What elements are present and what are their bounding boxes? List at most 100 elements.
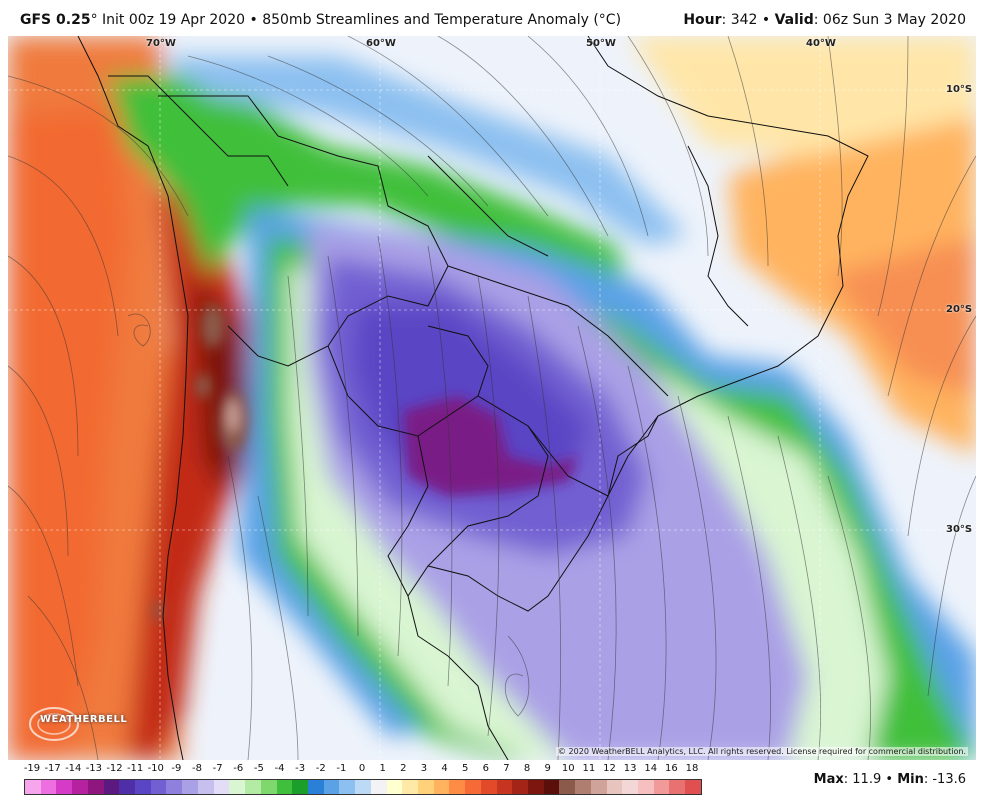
colorbar-tick-label: 6 xyxy=(482,763,489,774)
colorbar-tick-label: 14 xyxy=(644,763,658,774)
streamlines xyxy=(8,36,976,760)
colorbar-tick-label: 10 xyxy=(561,763,575,774)
colorbar-swatch xyxy=(103,780,120,794)
colorbar-tick-label: 18 xyxy=(685,763,699,774)
colorbar-swatch xyxy=(433,780,450,794)
product-name: 850mb Streamlines and Temperature Anomal… xyxy=(262,12,622,28)
anomaly-extremes xyxy=(153,304,578,621)
colorbar-tick-label: 2 xyxy=(400,763,407,774)
min-value: -13.6 xyxy=(932,772,966,787)
logo-text: WEATHERBELL xyxy=(40,714,128,725)
anomaly-colorbar: -19 -17 -14 -13 -12 -11 -10 -9 -8 -7 -6 -5 -4 -3 -2 -1 0… xyxy=(24,763,704,808)
map-canvas xyxy=(8,36,976,760)
title-separator: • xyxy=(249,12,258,28)
colorbar-swatch xyxy=(292,780,308,794)
colorbar-tick-label: -13 xyxy=(85,763,103,774)
anomaly-map: 70°W 60°W 50°W 40°W 10°S 20°S 30°S WEATH… xyxy=(8,36,976,760)
lon-label-40w: 40°W xyxy=(806,38,836,49)
colorbar-tick-label: 7 xyxy=(503,763,510,774)
colorbar-swatch xyxy=(370,780,387,794)
init-time: Init 00z 19 Apr 2020 xyxy=(102,12,246,28)
colorbar-tick-label: 3 xyxy=(420,763,428,774)
lat-label-20s: 20°S xyxy=(946,304,973,315)
colorbar-swatches xyxy=(24,779,702,795)
lat-label-30s: 30°S xyxy=(946,524,973,535)
colorbar-swatch xyxy=(496,780,513,794)
colorbar-swatch xyxy=(386,780,403,794)
colorbar-swatch xyxy=(512,780,528,794)
colorbar-swatch xyxy=(135,780,151,794)
map-header: GFS 0.25° Init 00z 19 Apr 2020 • 850mb S… xyxy=(0,0,984,36)
valid-separator: • xyxy=(761,12,771,28)
colorbar-swatch xyxy=(72,780,88,794)
weatherbell-logo: WEATHERBELL xyxy=(26,702,127,744)
colorbar-swatch xyxy=(606,780,623,794)
lon-label-70w: 70°W xyxy=(146,38,176,49)
colorbar-swatch xyxy=(575,780,591,794)
lon-label-50w: 50°W xyxy=(586,38,616,49)
colorbar-swatch xyxy=(480,780,497,794)
colorbar-swatch xyxy=(213,780,230,794)
colorbar-swatch xyxy=(402,780,418,794)
colorbar-tick-label: 12 xyxy=(603,763,616,774)
colorbar-swatch xyxy=(245,780,261,794)
colorbar-tick-label: -3 xyxy=(295,763,306,774)
colorbar-tick-label: -8 xyxy=(192,763,202,774)
colorbar-tick-label: -4 xyxy=(274,763,285,774)
colorbar-tick-label: -10 xyxy=(147,763,164,774)
colorbar-swatch xyxy=(590,780,607,794)
logo-swirl-icon xyxy=(29,707,79,741)
colorbar-tick-label: -11 xyxy=(126,763,144,774)
degree-mark: ° xyxy=(90,12,98,28)
colorbar-swatch xyxy=(150,780,167,794)
colorbar-swatch xyxy=(559,780,576,794)
colorbar-swatch xyxy=(197,780,214,794)
colorbar-tick-label: -7 xyxy=(212,763,223,774)
colorbar-swatch xyxy=(166,780,183,794)
colorbar-swatch xyxy=(119,780,136,794)
colorbar-tick-label: -2 xyxy=(315,763,326,774)
colorbar-swatch xyxy=(87,780,104,794)
colorbar-tick-label: 5 xyxy=(461,763,469,774)
colorbar-swatch xyxy=(25,780,41,794)
map-title: GFS 0.25° Init 00z 19 Apr 2020 • 850mb S… xyxy=(20,12,621,28)
colorbar-tick-label: -6 xyxy=(233,763,244,774)
lat-label-10s: 10°S xyxy=(946,84,973,95)
colorbar-tick-label: -9 xyxy=(171,763,182,774)
max-label: Max xyxy=(813,772,844,787)
colorbar-swatch xyxy=(182,780,198,794)
colorbar-tick-label: 11 xyxy=(582,763,596,774)
max-min-readout: Max: 11.9 • Min: -13.6 xyxy=(813,772,966,787)
colorbar-swatch xyxy=(323,780,340,794)
coastlines-borders xyxy=(77,36,869,760)
hour-label: Hour xyxy=(683,12,722,28)
colorbar-tick-label: 1 xyxy=(379,763,386,774)
colorbar-swatch xyxy=(339,780,356,794)
min-label: Min xyxy=(897,772,924,787)
colorbar-tick-label: 13 xyxy=(623,763,637,774)
colorbar-swatch xyxy=(669,780,686,794)
colorbar-swatch xyxy=(40,780,57,794)
forecast-time: Hour: 342 • Valid: 06z Sun 3 May 2020 xyxy=(683,12,966,28)
colorbar-tick-label: 8 xyxy=(523,763,531,774)
graticule xyxy=(8,36,976,760)
colorbar-tick-label: -19 xyxy=(23,763,41,774)
hour-value: 342 xyxy=(730,12,758,28)
copyright-notice: © 2020 WeatherBELL Analytics, LLC. All r… xyxy=(556,747,968,756)
valid-label: Valid xyxy=(774,12,814,28)
colorbar-swatch xyxy=(307,780,324,794)
maxmin-separator: • xyxy=(885,772,894,787)
max-value: 11.9 xyxy=(852,772,882,787)
colorbar-swatch xyxy=(543,780,560,794)
colorbar-tick-label: -12 xyxy=(106,763,123,774)
colorbar-tick-label: -17 xyxy=(44,763,61,774)
colorbar-tick-label: 9 xyxy=(544,763,551,774)
colorbar-swatch xyxy=(260,780,277,794)
colorbar-tick-label: -1 xyxy=(336,763,347,774)
lon-label-60w: 60°W xyxy=(366,38,396,49)
colorbar-swatch xyxy=(355,780,371,794)
colorbar-swatch xyxy=(229,780,246,794)
colorbar-swatch xyxy=(622,780,639,794)
colorbar-swatch xyxy=(685,780,701,794)
colorbar-tick-label: 16 xyxy=(665,763,678,774)
